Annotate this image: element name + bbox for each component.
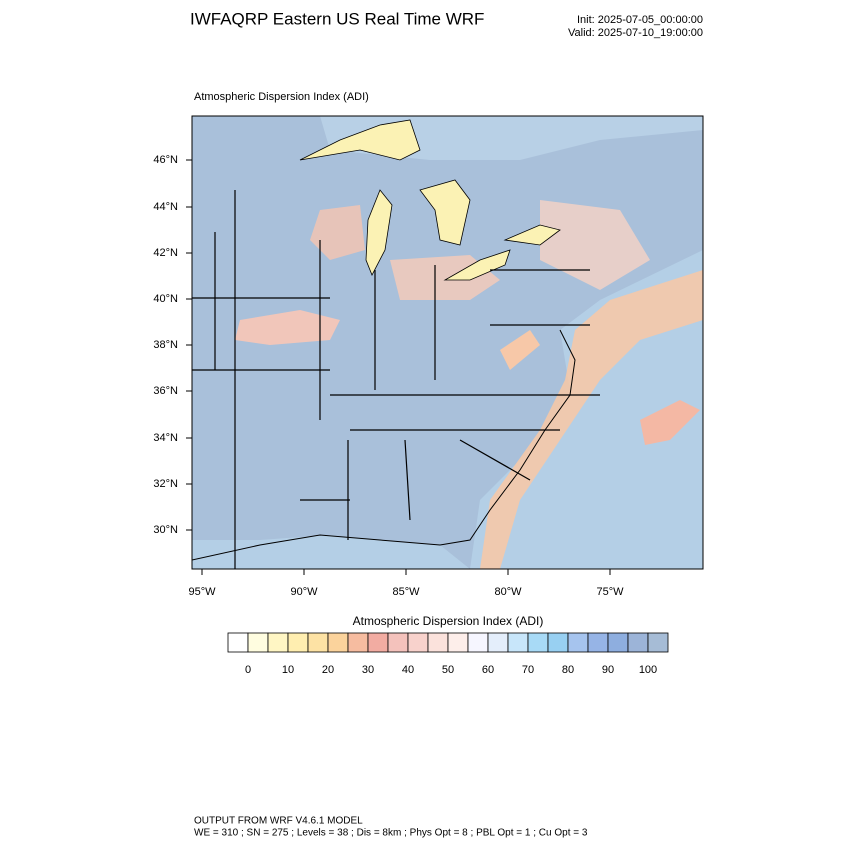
colorbar-box xyxy=(247,632,269,653)
lat-label: 30°N xyxy=(153,524,178,536)
colorbar-tick-label: 50 xyxy=(442,664,454,676)
colorbar-box xyxy=(547,632,569,653)
colorbar-tick-label: 20 xyxy=(322,664,334,676)
colorbar-box xyxy=(327,632,349,653)
header-title: IWFAQRP Eastern US Real Time WRF xyxy=(190,9,484,28)
colorbar-tick-label: 70 xyxy=(522,664,534,676)
lat-label: 34°N xyxy=(153,432,178,444)
colorbar-box xyxy=(607,632,629,653)
colorbar-box xyxy=(287,632,309,653)
colorbar-tick-label: 0 xyxy=(245,664,251,676)
lat-label: 38°N xyxy=(153,339,178,351)
colorbar-box xyxy=(507,632,529,653)
lat-label: 46°N xyxy=(153,154,178,166)
colorbar-box xyxy=(267,632,289,653)
lat-label: 36°N xyxy=(153,385,178,397)
colorbar-box xyxy=(467,632,489,653)
lon-label: 85°W xyxy=(392,586,420,598)
colorbar-box xyxy=(587,632,609,653)
footer-line: WE = 310 ; SN = 275 ; Levels = 38 ; Dis … xyxy=(194,828,588,839)
init-time: Init: 2025-07-05_00:00:00 xyxy=(577,14,703,26)
map-title: Atmospheric Dispersion Index (ADI) xyxy=(194,91,369,103)
lat-label: 40°N xyxy=(153,293,178,305)
colorbar-box xyxy=(447,632,469,653)
lat-label: 44°N xyxy=(153,201,178,213)
colorbar-box xyxy=(527,632,549,653)
colorbar-box xyxy=(387,632,409,653)
colorbar-box xyxy=(427,632,449,653)
colorbar-box xyxy=(307,632,329,653)
colorbar-tick-label: 80 xyxy=(562,664,574,676)
colorbar-tick-label: 30 xyxy=(362,664,374,676)
map xyxy=(191,115,704,570)
colorbar-box xyxy=(347,632,369,653)
lat-label: 42°N xyxy=(153,247,178,259)
colorbar-tick-label: 60 xyxy=(482,664,494,676)
colorbar-box xyxy=(367,632,389,653)
colorbar-box xyxy=(647,632,669,653)
valid-time: Valid: 2025-07-10_19:00:00 xyxy=(568,27,703,39)
footer-line: OUTPUT FROM WRF V4.6.1 MODEL xyxy=(194,816,363,827)
lon-label: 75°W xyxy=(596,586,624,598)
colorbar-box xyxy=(627,632,649,653)
colorbar-tick-label: 40 xyxy=(402,664,414,676)
lon-label: 90°W xyxy=(290,586,318,598)
colorbar-box xyxy=(567,632,589,653)
lon-label: 95°W xyxy=(188,586,216,598)
colorbar-tick-label: 90 xyxy=(602,664,614,676)
colorbar-tick-label: 10 xyxy=(282,664,294,676)
colorbar-title: Atmospheric Dispersion Index (ADI) xyxy=(353,614,544,628)
colorbar-box xyxy=(407,632,429,653)
lon-label: 80°W xyxy=(494,586,522,598)
colorbar-box xyxy=(487,632,509,653)
colorbar-box xyxy=(227,632,249,653)
colorbar-tick-label: 100 xyxy=(639,664,657,676)
lat-label: 32°N xyxy=(153,478,178,490)
